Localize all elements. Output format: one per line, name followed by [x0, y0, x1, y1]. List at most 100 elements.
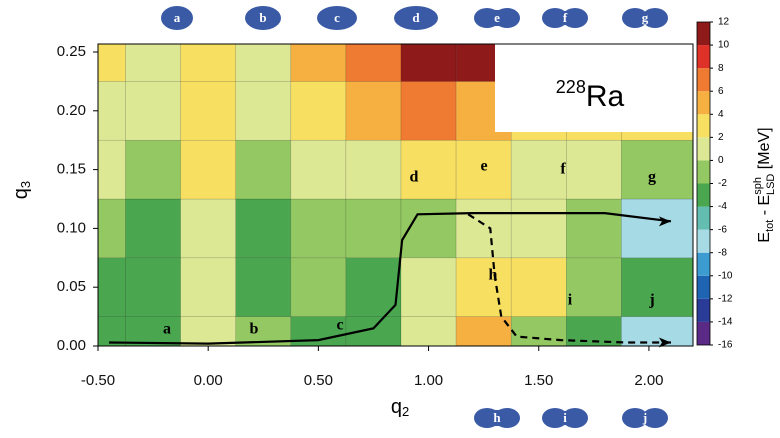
sup: sph — [752, 177, 764, 195]
x-tick-label: 1.50 — [524, 372, 553, 389]
cell — [291, 258, 346, 317]
cell — [181, 81, 236, 140]
colorbar-band — [697, 137, 710, 160]
point-label: b — [250, 321, 259, 338]
point-label: i — [568, 292, 573, 309]
colorbar-tick-label: 0 — [718, 155, 724, 166]
cell — [621, 258, 733, 317]
point-label: j — [648, 292, 654, 309]
cell — [566, 199, 621, 258]
cell — [236, 81, 291, 140]
colorbar-tick-label: 2 — [718, 132, 724, 143]
colorbar-tick-label: 8 — [718, 63, 724, 74]
x-tick-label: 1.00 — [414, 372, 443, 389]
base: q — [10, 188, 32, 199]
cell — [621, 199, 733, 258]
x-tick-label: 0.50 — [304, 372, 333, 389]
colorbar-tick-label: 4 — [718, 109, 724, 120]
colorbar-tick-label: -10 — [718, 270, 733, 281]
shape-label: c — [334, 10, 340, 25]
point-label: e — [480, 158, 487, 175]
colorbar-band — [697, 207, 710, 230]
point-label: c — [336, 317, 343, 334]
colorbar-tick-label: 12 — [718, 17, 730, 28]
cell — [346, 199, 401, 258]
cell — [511, 199, 566, 258]
cell — [621, 317, 733, 366]
s2: LSD — [765, 174, 777, 195]
colorbar-band — [697, 91, 710, 114]
cell — [236, 140, 291, 199]
point-label: g — [648, 169, 656, 186]
cell — [401, 317, 456, 366]
colorbar-tick-label: 6 — [718, 86, 724, 97]
point-label: d — [410, 169, 419, 186]
cell — [126, 199, 181, 258]
cell — [126, 258, 181, 317]
cell — [566, 258, 621, 317]
colorbar-band — [697, 160, 710, 183]
s1: tot — [764, 220, 776, 232]
cell — [346, 140, 401, 199]
y-tick-label: 0.20 — [57, 102, 86, 119]
chart: 228Ra a b c d e f g h i j -0.50 0.00 0.50 1.00 1.50 2.00… — [0, 0, 780, 433]
colorbar-tick-label: -16 — [718, 340, 733, 351]
cell — [236, 199, 291, 258]
cell — [58, 0, 126, 81]
cell — [291, 140, 346, 199]
colorbar-band — [697, 276, 710, 299]
cell — [621, 140, 733, 199]
colorbar-band — [697, 114, 710, 137]
x-tick-label: 2.00 — [634, 372, 663, 389]
x-tick-label: 0.00 — [194, 372, 223, 389]
cell — [126, 81, 181, 140]
point-label: a — [163, 321, 171, 338]
cell — [456, 258, 511, 317]
colorbar-band — [697, 184, 710, 207]
cell — [511, 258, 566, 317]
y-tick-label: 0.10 — [57, 219, 86, 236]
sub: 3 — [18, 181, 33, 188]
point-label: h — [489, 267, 498, 284]
shape-label: j — [642, 410, 647, 425]
cell — [181, 317, 236, 366]
shape-label: e — [494, 10, 500, 25]
colorbar-tick-label: 10 — [718, 40, 730, 51]
cell — [511, 317, 566, 366]
y-tick-label: 0.05 — [57, 278, 86, 295]
colorbar-band — [697, 322, 710, 345]
colorbar-band — [697, 22, 710, 45]
y-axis-label: q3 — [10, 181, 33, 199]
shape-label: b — [259, 10, 266, 25]
y-tick-label: 0.15 — [57, 161, 86, 178]
element: Ra — [586, 80, 625, 113]
cell — [566, 140, 621, 199]
y-tick-label: 0.25 — [57, 43, 86, 60]
colorbar-tick-label: -2 — [718, 178, 727, 189]
base: q — [391, 396, 402, 418]
cell — [511, 140, 566, 199]
x-tick-label: -0.50 — [81, 372, 115, 389]
cell — [456, 199, 511, 258]
colorbar-tick-label: -12 — [718, 293, 733, 304]
cell — [181, 199, 236, 258]
cell — [291, 81, 346, 140]
shape-label: h — [493, 410, 501, 425]
y-tick-label: 0.00 — [57, 337, 86, 354]
e1: E — [756, 232, 773, 243]
cell — [291, 199, 346, 258]
shape-label: d — [412, 10, 420, 25]
point-label: f — [560, 161, 566, 178]
colorbar-tick-label: -14 — [718, 317, 733, 328]
cell — [401, 81, 456, 140]
mass: 228 — [556, 77, 586, 97]
cell — [126, 317, 181, 366]
shape-label: g — [642, 10, 649, 25]
colorbar-band — [697, 299, 710, 322]
cell — [456, 317, 511, 366]
colorbar-band — [697, 45, 710, 68]
cell — [181, 258, 236, 317]
cell — [401, 258, 456, 317]
colorbar-band — [697, 230, 710, 253]
x-axis-label: q2 — [391, 396, 409, 419]
